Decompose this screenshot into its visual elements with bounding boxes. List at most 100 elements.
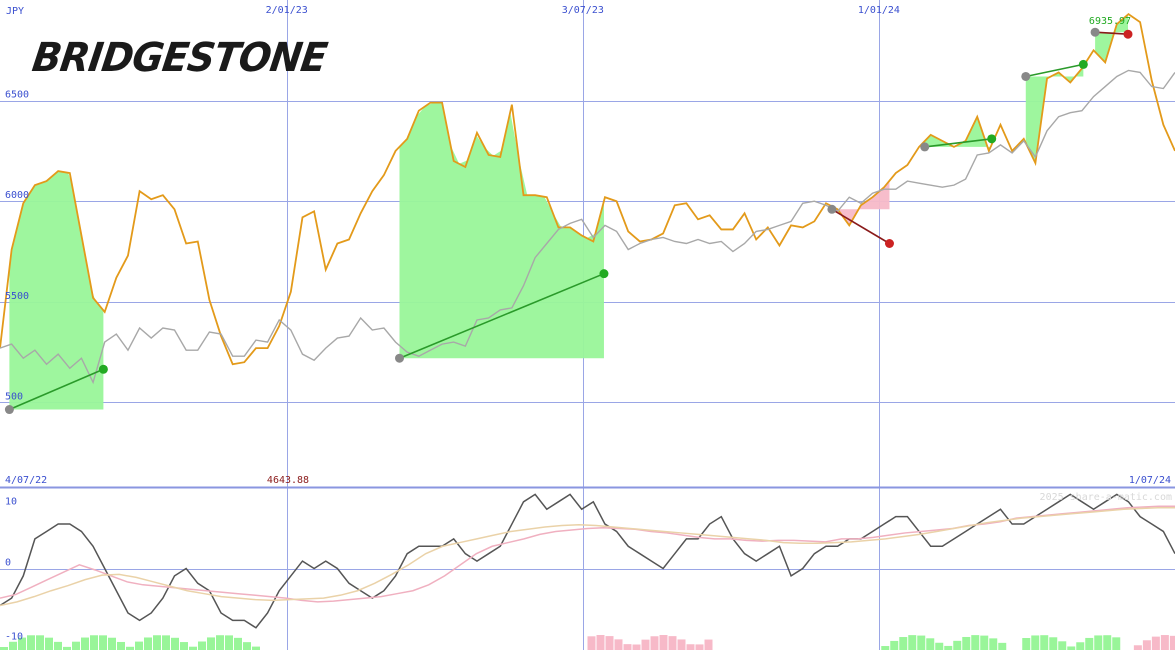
histogram-bar <box>1094 635 1103 650</box>
bridgestone-logo: BRIDGESTONE <box>29 34 330 81</box>
histogram-bar <box>614 639 623 650</box>
axis-labels: JPY 2/01/23 3/07/23 1/01/24 4/07/22 1/07/24 65… <box>5 5 1172 643</box>
trade-line <box>1025 63 1084 78</box>
trade-entry-marker <box>1021 71 1031 81</box>
histogram-bar <box>1067 646 1076 650</box>
histogram-bar <box>650 636 659 650</box>
histogram-bar <box>162 635 170 650</box>
trade-line <box>399 272 605 359</box>
histogram-bar <box>1112 637 1121 650</box>
histogram-bar <box>126 646 134 650</box>
histogram-bar <box>890 640 899 650</box>
histogram-bar <box>144 637 152 650</box>
histogram-bar <box>686 644 695 650</box>
histogram-bar <box>243 642 251 650</box>
y-tick-label: 5500 <box>5 291 29 302</box>
histogram-bar <box>632 644 641 650</box>
x-tick-label: 1/01/24 <box>858 5 900 16</box>
histogram-bar <box>1085 637 1094 650</box>
histogram-bar <box>971 635 980 650</box>
histogram-bar <box>117 641 125 650</box>
signal-line <box>0 506 1175 607</box>
histogram-bar <box>108 637 116 650</box>
histogram-bar <box>9 641 17 650</box>
histogram-bar <box>63 646 71 650</box>
x-tick-label: 3/07/23 <box>562 5 604 16</box>
osc-y-tick-label: -10 <box>5 632 23 643</box>
histogram-bar <box>1142 640 1151 650</box>
histogram-bar <box>45 637 53 650</box>
trade-entry-marker <box>4 405 14 415</box>
trade-line <box>924 138 992 148</box>
watermark: 2025 share-a-matic.com <box>1040 492 1172 503</box>
histogram-bar <box>234 637 242 650</box>
trade-shade <box>831 180 890 225</box>
trade-exit-marker <box>1078 59 1088 69</box>
histogram-bar <box>1103 635 1112 650</box>
trade-exit-marker <box>98 364 108 374</box>
histogram-bar <box>99 635 107 650</box>
histogram-bar <box>153 635 161 650</box>
trade-entry-marker <box>1090 27 1100 37</box>
histogram-bar <box>659 635 668 650</box>
trade-exit-marker <box>987 134 997 144</box>
histogram-bar <box>216 635 224 650</box>
histogram-bar <box>1169 635 1175 650</box>
histogram-bar <box>587 636 596 650</box>
histogram-bar <box>198 641 206 650</box>
histogram-bar <box>81 637 89 650</box>
histogram-bar <box>1031 635 1040 650</box>
trade-shade <box>1025 66 1084 163</box>
trade-exit-marker <box>1123 29 1133 39</box>
histogram-bar <box>596 635 605 650</box>
histogram-bar <box>926 638 935 650</box>
x-range-end-label: 1/07/24 <box>1129 475 1171 486</box>
histogram-bar <box>1049 637 1058 650</box>
histogram-bar <box>90 635 98 650</box>
histogram-bar <box>18 637 26 650</box>
histogram-bar <box>171 637 179 650</box>
histogram-bar <box>72 641 80 650</box>
histogram-bar <box>1151 636 1160 650</box>
trade-entry-marker <box>920 142 930 152</box>
histogram-bar <box>881 646 890 650</box>
max-annotation: 6935.97 <box>1089 16 1131 27</box>
histogram-bar <box>623 644 632 650</box>
histogram-bar <box>917 635 926 650</box>
x-range-start-label: 4/07/22 <box>5 475 47 486</box>
oscillator-line <box>0 493 1175 629</box>
histogram-bar <box>989 638 998 650</box>
histogram-bar <box>207 637 215 650</box>
price-series <box>0 12 1175 385</box>
histogram-bar <box>935 642 944 650</box>
trade-entry-marker <box>827 204 837 214</box>
moving-average-line <box>0 69 1175 385</box>
histogram-bar <box>0 647 8 650</box>
y-tick-label: 500 <box>5 391 23 402</box>
histogram-bar <box>36 635 44 650</box>
osc-y-tick-label: 10 <box>5 496 17 507</box>
trade-shade <box>1095 14 1128 62</box>
histogram-bar <box>1076 642 1085 650</box>
histogram-bar <box>704 639 713 650</box>
trade-line <box>831 208 890 245</box>
currency-label: JPY <box>6 6 24 17</box>
y-tick-label: 6000 <box>5 190 29 201</box>
histogram-bar <box>252 646 260 650</box>
trade-shade <box>924 118 992 151</box>
histogram-bar <box>944 645 953 650</box>
price-line <box>0 12 1175 366</box>
histogram-bar <box>668 636 677 650</box>
trade-line <box>1095 31 1129 36</box>
min-annotation: 4643.88 <box>267 475 309 486</box>
histogram-bar <box>1022 638 1031 650</box>
osc-y-tick-label: 0 <box>5 558 11 569</box>
histogram-bar <box>54 641 62 650</box>
histogram-bar <box>135 641 143 650</box>
y-tick-label: 6500 <box>5 90 29 101</box>
histogram-bar <box>1058 641 1067 650</box>
histogram-bar <box>677 639 686 650</box>
histogram-bar <box>899 637 908 650</box>
